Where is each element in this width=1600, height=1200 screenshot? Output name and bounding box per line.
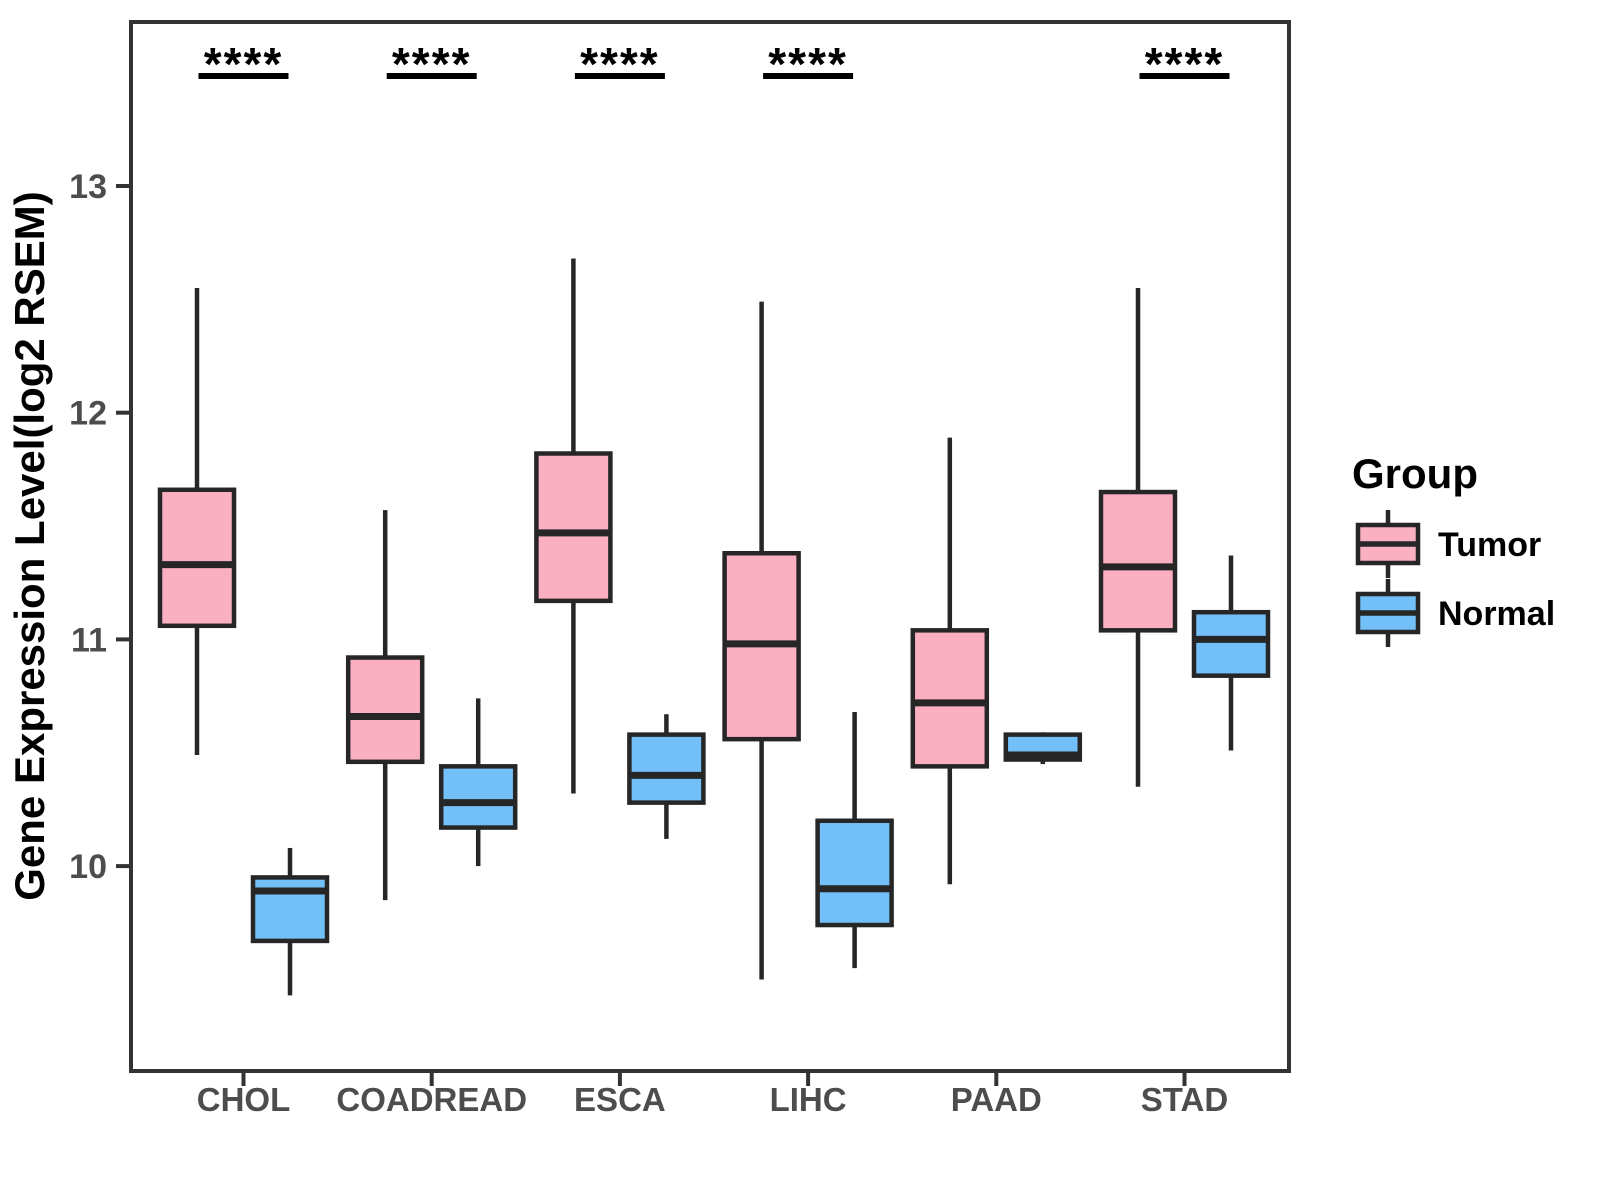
box-stad-tumor (1098, 288, 1178, 787)
box-coadread-tumor (345, 510, 425, 901)
iqr-box (250, 875, 330, 944)
y-tick-label: 11 (71, 621, 107, 659)
y-tick-label: 13 (69, 168, 107, 206)
significance-stars: **** (204, 38, 284, 90)
iqr-box (438, 764, 518, 830)
y-axis: 10 11 12 13 (69, 168, 131, 886)
x-category-label: COADREAD (336, 1081, 527, 1118)
box-paad-normal (1003, 732, 1083, 765)
significance-lihc: **** (763, 38, 854, 90)
significance-stars: **** (580, 38, 660, 90)
significance-esca: **** (574, 38, 665, 90)
legend-entry-label: Tumor (1438, 526, 1541, 564)
significance-stad: **** (1139, 38, 1230, 90)
legend-keys: Tumor Normal (1355, 510, 1555, 647)
iqr-box (1191, 609, 1271, 678)
box-esca-normal (627, 714, 706, 839)
x-category-label: PAAD (951, 1081, 1042, 1118)
y-axis-title: Gene Expression Level(log2 RSEM) (6, 191, 53, 901)
legend-title: Group (1352, 450, 1478, 497)
iqr-box (910, 628, 990, 769)
significance-coadread: **** (386, 38, 477, 90)
iqr-box (345, 655, 425, 765)
significance-stars: **** (768, 38, 848, 90)
x-category-label: STAD (1141, 1081, 1228, 1118)
significance-stars: **** (1145, 38, 1225, 90)
y-tick-label: 12 (69, 395, 107, 433)
box-esca-tumor (534, 258, 613, 794)
x-axis: CHOL COADREAD ESCA LIHC PAAD STAD (197, 1071, 1228, 1118)
y-tick-label: 10 (69, 848, 107, 886)
significance-chol: **** (198, 38, 289, 90)
iqr-box (1098, 489, 1178, 633)
box-chol-tumor (157, 288, 237, 756)
iqr-box (815, 818, 894, 928)
box-coadread-normal (438, 698, 518, 867)
box-stad-normal (1191, 555, 1271, 751)
boxplots (157, 258, 1271, 996)
iqr-box (534, 451, 613, 604)
x-category-label: CHOL (197, 1081, 291, 1118)
box-chol-normal (250, 847, 330, 996)
x-category-label: LIHC (770, 1081, 847, 1118)
x-category-label: ESCA (574, 1081, 666, 1118)
box-paad-tumor (910, 437, 990, 885)
iqr-box (157, 487, 237, 629)
significance-annotations: **** **** **** **** **** (198, 38, 1230, 90)
legend-entry-normal: Normal (1355, 579, 1555, 647)
legend: Group Tumor Normal (1352, 450, 1555, 647)
box-lihc-tumor (722, 301, 801, 980)
legend-entry-label: Normal (1438, 595, 1555, 633)
significance-stars: **** (392, 38, 472, 90)
box-lihc-normal (815, 711, 894, 969)
legend-entry-tumor: Tumor (1355, 510, 1541, 578)
iqr-box (627, 732, 706, 805)
